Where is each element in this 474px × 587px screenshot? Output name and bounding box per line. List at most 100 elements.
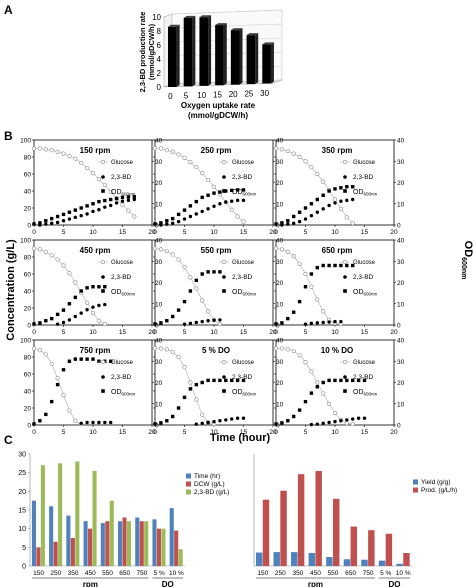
od-point: [333, 187, 337, 191]
bar: [152, 519, 157, 566]
od-point: [67, 302, 72, 306]
od-point: [67, 359, 72, 363]
bar: [109, 500, 114, 566]
bd-point: [303, 217, 308, 221]
od-point: [194, 382, 198, 387]
x-tick-label: 20: [269, 329, 277, 336]
glucose-point: [303, 271, 308, 277]
legend-glucose-marker: [100, 259, 106, 265]
bd-point: [132, 197, 136, 202]
bd-point: [351, 417, 355, 421]
glucose-point: [303, 360, 308, 365]
bd-point: [241, 416, 246, 420]
legend-bd-label: 2,3-BD: [353, 274, 374, 281]
legend-bd-label: 2,3-BD: [353, 374, 374, 381]
legend-od-label: OD600nm: [353, 289, 378, 297]
glucose-point: [73, 156, 78, 161]
legend-swatch: [186, 481, 191, 487]
glucose-point: [67, 408, 72, 413]
od-point: [235, 188, 240, 192]
bd-point: [79, 421, 83, 425]
od-point: [91, 285, 95, 289]
y-tick-label-right: 40: [276, 138, 284, 145]
od-point: [165, 419, 169, 423]
glucose-line: [275, 148, 353, 224]
glucose-point: [344, 215, 349, 220]
x-tick-label: 10: [89, 429, 97, 436]
x-tick-label: 0: [168, 92, 173, 101]
od-point: [212, 378, 216, 383]
bar: [315, 471, 322, 566]
y-tick-label: 10: [18, 526, 26, 533]
od-point: [200, 195, 204, 200]
od-point: [351, 185, 355, 189]
bar: [83, 521, 88, 566]
od-point: [200, 380, 204, 385]
bd-point: [200, 319, 204, 324]
x-tick-label: 5 %: [380, 570, 391, 577]
od-point: [297, 299, 302, 304]
od-point: [280, 421, 284, 425]
bd-point: [286, 222, 290, 226]
bar-side: [270, 42, 274, 84]
od-point: [274, 222, 278, 226]
od-point: [182, 208, 187, 212]
bar-top: [246, 33, 259, 36]
x-tick-label: 0: [153, 229, 157, 236]
bd-point: [73, 215, 78, 220]
bar: [255, 552, 263, 566]
glucose-point: [79, 160, 84, 166]
glucose-line: [276, 348, 353, 425]
bar: [174, 530, 179, 566]
bd-point: [327, 320, 331, 324]
od-point: [55, 312, 60, 317]
glucose-point: [120, 202, 125, 207]
bd-point: [200, 421, 204, 425]
y-tick-label-right: 0: [276, 323, 280, 330]
bd-point: [218, 318, 222, 322]
x-tick-label: 550: [102, 570, 113, 577]
glucose-point: [176, 354, 181, 360]
bd-point: [206, 420, 210, 425]
x-tick-label: 650: [119, 570, 130, 577]
bar-top: [262, 42, 274, 45]
legend-glucose-label: Glucose: [111, 360, 134, 366]
glucose-point: [37, 348, 43, 353]
legend-glucose-label: Glucose: [353, 360, 376, 366]
y-tick-label: 0: [22, 564, 26, 571]
panel-c-right: 150 250 350 450 550 650 750 5 % 10 % rpm DO Yield (…: [253, 454, 457, 587]
legend-label: Time (hr): [194, 473, 220, 480]
bd-point: [67, 318, 72, 322]
od-point: [73, 295, 77, 300]
y-tick-label-right: 10: [276, 201, 284, 208]
y-tick-label-right: 30: [397, 359, 405, 366]
legend-glucose-marker: [221, 159, 227, 165]
glucose-point: [49, 361, 54, 366]
y-tick-label-right: 0: [155, 423, 159, 430]
x-tick-label: 15: [240, 429, 248, 436]
bd-point: [218, 419, 222, 423]
group-label: rpm: [83, 580, 98, 587]
glucose-point: [315, 380, 320, 385]
glucose-point: [321, 391, 326, 396]
legend-bd-marker: [101, 175, 105, 179]
od-point: [44, 319, 48, 323]
y-tick-label-right: 0: [276, 423, 280, 430]
od-point: [153, 422, 157, 426]
x-tick-label: 15: [240, 229, 248, 236]
panel-labels: A B C: [4, 3, 13, 447]
bd-point: [79, 213, 83, 218]
od-point: [171, 314, 175, 319]
glucose-point: [158, 247, 163, 252]
glucose-point: [229, 207, 234, 212]
y-tick-label: 60: [24, 372, 32, 379]
x-tick-label: 450: [310, 570, 321, 577]
y-tick-label-right: 30: [276, 359, 284, 366]
bar: [361, 559, 368, 566]
y-tick-label: 25: [18, 470, 26, 477]
od-point: [345, 185, 349, 189]
od-point: [218, 270, 222, 274]
